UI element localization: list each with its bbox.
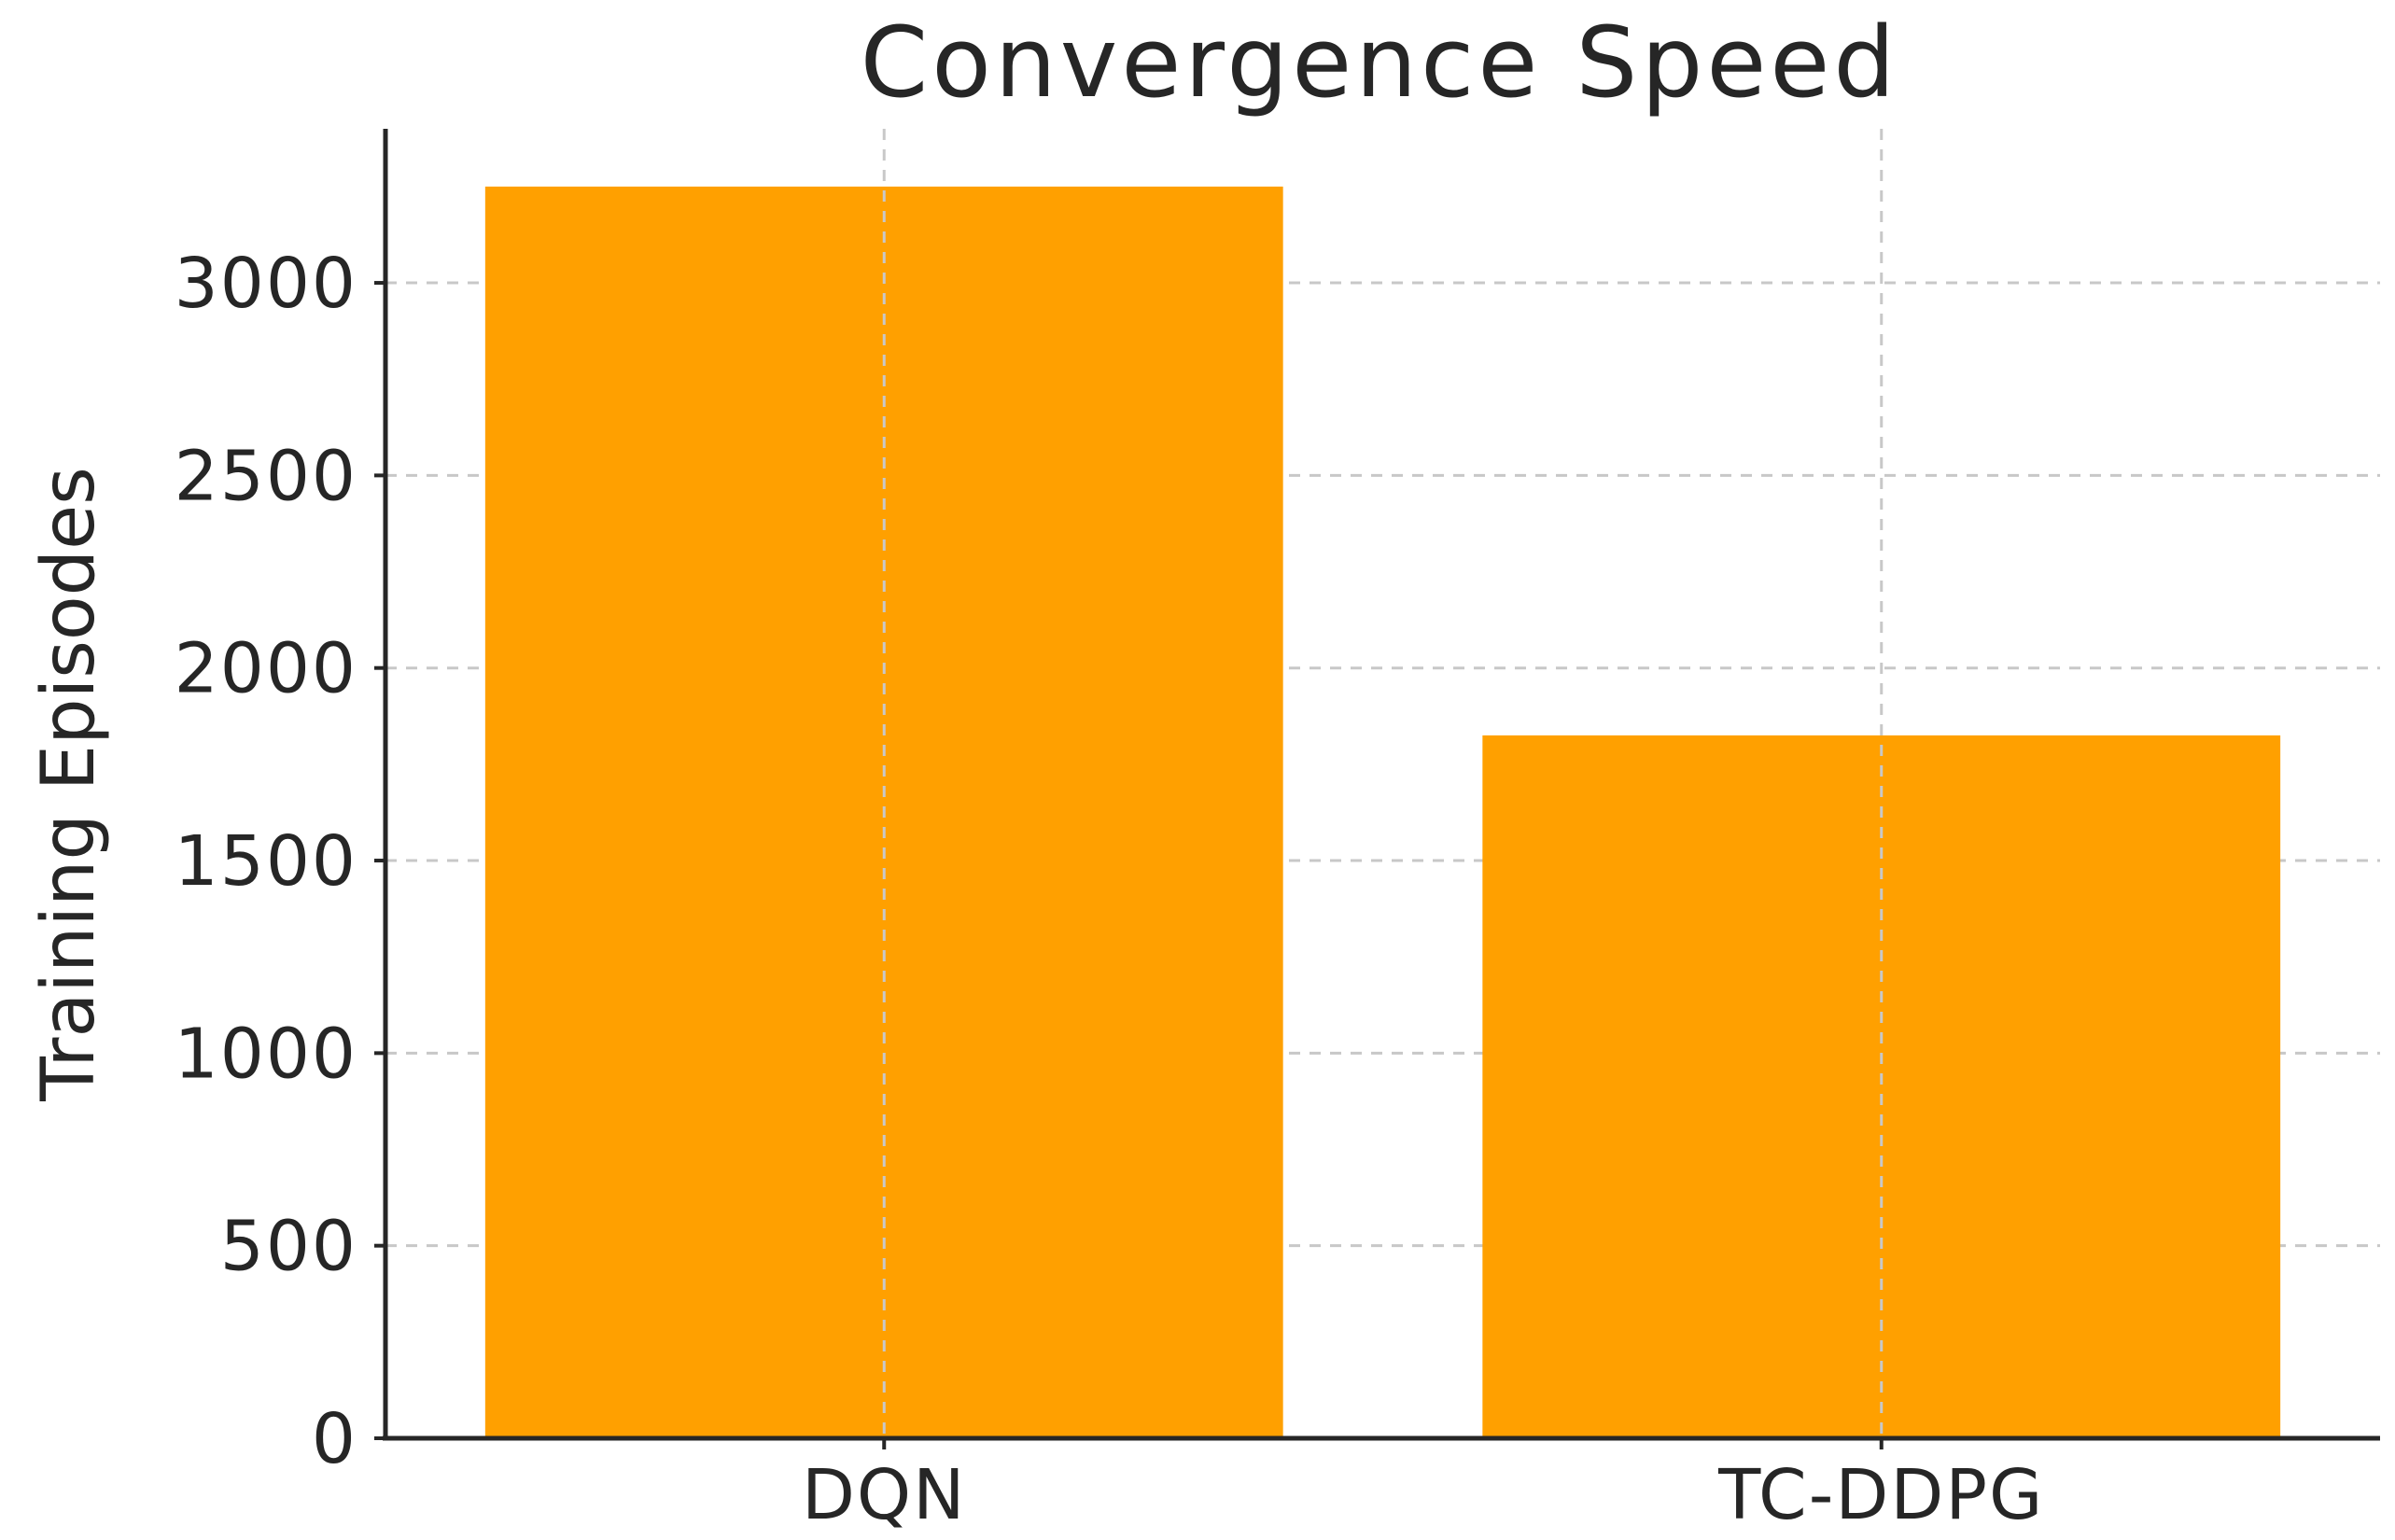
x-tick-label-TC-DDPG: TC-DDPG: [1717, 1455, 2044, 1535]
vertical-grid-lines: [882, 129, 1884, 1438]
y-tick-label-2000: 2000: [175, 629, 357, 709]
bars: [484, 186, 2281, 1438]
y-tick-label-3000: 3000: [175, 244, 357, 324]
x-tick-label-DQN: DQN: [802, 1455, 967, 1535]
y-tick-label-1000: 1000: [175, 1014, 357, 1094]
axes: [383, 129, 2380, 1441]
chart-title: Convergence Speed: [861, 6, 1899, 119]
y-tick-label-500: 500: [220, 1207, 357, 1287]
y-axis-label: Training Episodes: [27, 467, 111, 1102]
bar-TC-DDPG: [1482, 735, 2281, 1438]
y-axis-ticks: 0 500 1000 1500 2000 2500 3000: [175, 244, 385, 1479]
y-tick-label-1500: 1500: [175, 821, 357, 902]
y-tick-label-0: 0: [312, 1399, 357, 1479]
x-axis-ticks: DQN TC-DDPG: [802, 1438, 2044, 1535]
y-tick-label-2500: 2500: [175, 436, 357, 516]
